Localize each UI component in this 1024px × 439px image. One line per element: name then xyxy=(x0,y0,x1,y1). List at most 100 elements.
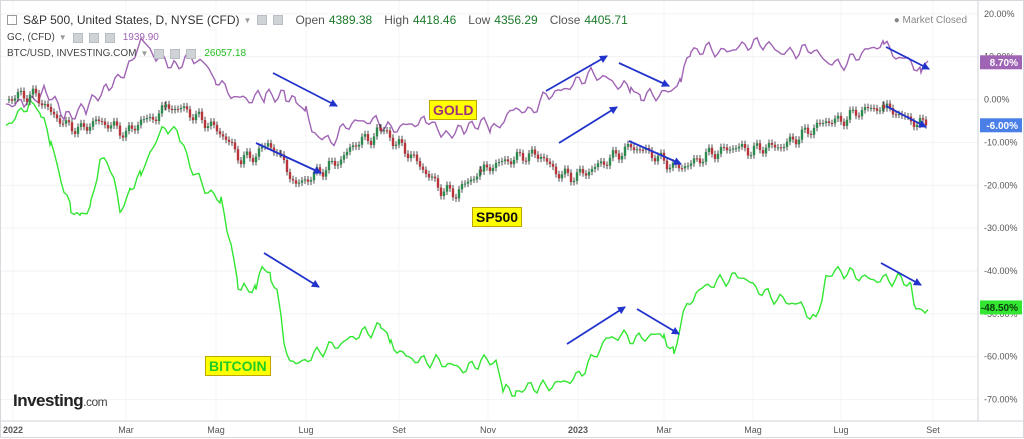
candle-body xyxy=(554,166,558,175)
candle-body xyxy=(839,115,843,122)
candle-body xyxy=(245,151,249,155)
candle-body xyxy=(608,157,612,166)
gold-symbol[interactable]: GC, (CFD) xyxy=(7,32,55,43)
candle-body xyxy=(300,180,304,183)
candle-body xyxy=(695,158,699,160)
candle-body xyxy=(466,181,470,184)
sp500-last-value-badge-bg xyxy=(980,118,1022,133)
time-axis[interactable]: 2022 Mar Mag Lug Set Nov 2023 Mar Mag Lug Set xyxy=(3,425,940,435)
grid xyxy=(1,1,978,421)
candle-body xyxy=(575,172,579,181)
candle-body xyxy=(851,109,855,111)
trend-arrow xyxy=(885,105,927,128)
candle-body xyxy=(707,147,711,153)
candle-body xyxy=(692,158,696,164)
candle-body xyxy=(91,121,95,127)
candle-body xyxy=(701,161,705,164)
candle-body xyxy=(710,147,714,155)
candle-body xyxy=(148,116,152,119)
settings-icon[interactable] xyxy=(72,32,83,43)
candle-body xyxy=(342,155,346,160)
candle-body xyxy=(64,120,68,124)
close-icon[interactable] xyxy=(186,48,197,59)
candle-body xyxy=(611,150,615,158)
candle-body xyxy=(285,160,289,173)
candle-body xyxy=(680,168,684,170)
sp500-last-value-badge: -6.00% xyxy=(986,121,1018,132)
candle-body xyxy=(683,166,687,169)
candle-body xyxy=(366,134,370,141)
candle-body xyxy=(593,167,597,169)
candle-body xyxy=(164,104,168,107)
candle-body xyxy=(882,104,886,109)
candle-body xyxy=(439,187,443,197)
candle-body xyxy=(587,171,591,176)
candle-body xyxy=(590,168,594,172)
candle-body xyxy=(494,163,498,168)
candle-body xyxy=(912,121,916,127)
candle-body xyxy=(139,119,143,126)
chevron-down-icon[interactable]: ▼ xyxy=(140,49,149,58)
candle-body xyxy=(716,153,720,159)
candle-body xyxy=(115,121,119,126)
visibility-icon[interactable] xyxy=(88,32,99,43)
x-tick-label: Mar xyxy=(656,425,672,435)
header-row: S&P 500, United States, D, NYSE (CFD) ▼ … xyxy=(7,13,628,27)
x-tick-label: Mar xyxy=(118,425,134,435)
logo-text: Investing xyxy=(13,391,84,410)
chevron-down-icon[interactable]: ▼ xyxy=(243,15,252,25)
candle-body xyxy=(755,143,759,146)
settings-icon[interactable] xyxy=(154,48,165,59)
candle-body xyxy=(863,107,867,111)
close-icon[interactable] xyxy=(104,32,115,43)
candle-body xyxy=(451,188,455,198)
candle-body xyxy=(251,158,255,163)
candle-body xyxy=(803,127,807,130)
visibility-icon[interactable] xyxy=(273,15,284,25)
candle-body xyxy=(704,152,708,162)
y-tick-label: -40.00% xyxy=(984,266,1018,276)
candle-body xyxy=(497,162,501,164)
candle-body xyxy=(629,144,633,148)
candle-body xyxy=(179,107,183,110)
open-value: 4389.38 xyxy=(328,13,373,27)
candle-body xyxy=(448,184,452,189)
investing-logo[interactable]: Investing.com xyxy=(13,391,108,411)
candle-body xyxy=(731,148,735,150)
market-status-text: Market Closed xyxy=(902,15,967,26)
candle-body xyxy=(19,90,23,93)
settings-icon[interactable] xyxy=(257,15,268,25)
candle-body xyxy=(375,127,379,137)
candle-body xyxy=(360,136,364,145)
candle-body xyxy=(363,134,367,137)
candle-body xyxy=(665,160,669,170)
open-label: Open xyxy=(295,13,325,27)
candle-body xyxy=(67,120,71,123)
candle-body xyxy=(671,162,675,168)
candle-body xyxy=(142,119,146,121)
candle-body xyxy=(336,164,340,166)
candle-body xyxy=(869,107,873,109)
candle-body xyxy=(154,119,158,122)
candle-body xyxy=(527,153,531,162)
visibility-icon[interactable] xyxy=(170,48,181,59)
candle-body xyxy=(248,151,252,159)
candle-body xyxy=(894,114,898,116)
candle-body xyxy=(224,136,228,140)
chart-title[interactable]: S&P 500, United States, D, NYSE (CFD) xyxy=(23,13,240,27)
candle-body xyxy=(773,144,777,148)
candle-body xyxy=(167,104,171,109)
chevron-down-icon[interactable]: ▼ xyxy=(58,33,67,42)
candle-body xyxy=(260,146,264,149)
x-tick-label: Mag xyxy=(207,425,225,435)
candle-body xyxy=(306,179,310,182)
candle-body xyxy=(638,149,642,151)
candle-body xyxy=(121,135,125,138)
btc-symbol[interactable]: BTC/USD, INVESTING.COM xyxy=(7,48,137,59)
candle-body xyxy=(488,167,492,172)
candle-body xyxy=(354,145,358,147)
candle-body xyxy=(734,148,738,150)
candle-body xyxy=(188,109,192,118)
candle-body xyxy=(409,154,413,159)
